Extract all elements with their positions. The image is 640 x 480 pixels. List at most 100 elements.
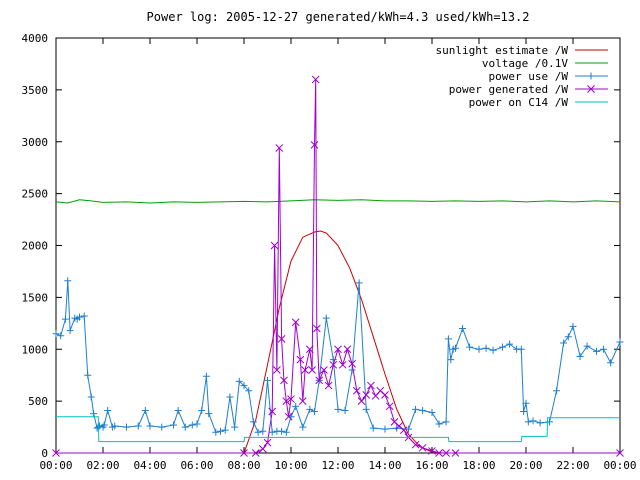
data-point [320,366,328,374]
data-point [357,397,366,405]
data-point [435,449,443,457]
data-point [170,421,177,429]
data-point [517,345,525,353]
data-point [57,332,65,340]
data-point [280,376,288,385]
data-point [235,377,243,385]
data-point [352,386,361,395]
data-point [306,405,314,413]
series-3 [52,75,624,457]
data-point [560,339,568,347]
x-tick-label: 00:00 [39,459,72,472]
data-point [418,443,427,452]
data-point [607,359,615,367]
data-point [322,314,330,322]
data-point [264,376,271,384]
data-point [284,412,293,421]
data-point [442,418,450,426]
series-line [56,416,620,443]
data-point [287,395,295,403]
data-point [553,387,561,395]
data-point [104,406,112,414]
series-layer [52,75,624,457]
data-point [258,444,267,453]
data-point [61,315,69,323]
data-point [385,402,394,411]
data-point [240,382,248,390]
data-point [298,397,307,405]
x-tick-label: 16:00 [415,459,448,472]
data-point [80,312,88,320]
data-point [245,387,253,395]
x-tick-label: 12:00 [321,459,354,472]
series-line [56,230,620,454]
data-point [311,75,320,84]
data-point [111,422,119,430]
data-point [87,393,95,401]
data-point [308,366,317,374]
data-point [381,391,389,399]
data-point [536,419,544,427]
data-point [452,344,459,352]
data-point [419,406,427,414]
data-point [311,408,318,415]
x-tick-label: 14:00 [368,459,401,472]
legend-marker [587,72,595,80]
data-point [442,449,450,457]
data-point [576,353,584,361]
data-point [52,330,60,338]
y-tick-label: 0 [41,447,48,460]
data-point [334,405,342,413]
data-point [259,427,267,435]
series-0 [56,230,620,454]
x-tick-label: 06:00 [180,459,213,472]
data-point [343,345,352,354]
data-point [296,355,305,364]
data-point [428,409,436,417]
x-tick-label: 20:00 [509,459,542,472]
data-point [466,343,474,351]
data-point [564,333,572,341]
data-point [249,418,257,426]
data-point [312,324,321,333]
data-point [146,422,154,430]
data-point [123,423,130,431]
data-point [202,372,210,380]
data-point [273,366,281,374]
data-point [324,381,333,390]
data-point [348,359,356,368]
data-point [405,425,412,433]
data-point [381,425,389,433]
data-point [174,406,182,414]
data-point [217,427,224,435]
data-point [275,144,284,152]
data-point [84,371,92,379]
data-point [270,241,279,250]
y-tick-label: 500 [28,395,48,408]
data-point [240,449,248,457]
data-point [399,426,408,435]
data-point [52,449,60,457]
data-point [522,399,530,407]
y-tick-label: 1000 [22,343,49,356]
data-point [134,422,142,430]
x-tick-label: 08:00 [227,459,260,472]
data-point [459,325,467,332]
data-point [506,340,514,348]
data-point [100,421,108,429]
data-point [348,366,356,374]
data-point [616,338,624,346]
data-point [412,405,420,413]
data-point [282,428,290,436]
series-2 [52,277,624,436]
data-point [334,345,342,354]
data-point [367,381,375,390]
legend-label: voltage /0.1V [482,57,568,70]
y-tick-label: 2000 [22,240,49,253]
series-line [56,79,620,454]
legend-marker [587,85,595,93]
data-point [475,345,483,353]
data-point [221,426,229,434]
data-point [95,422,103,430]
